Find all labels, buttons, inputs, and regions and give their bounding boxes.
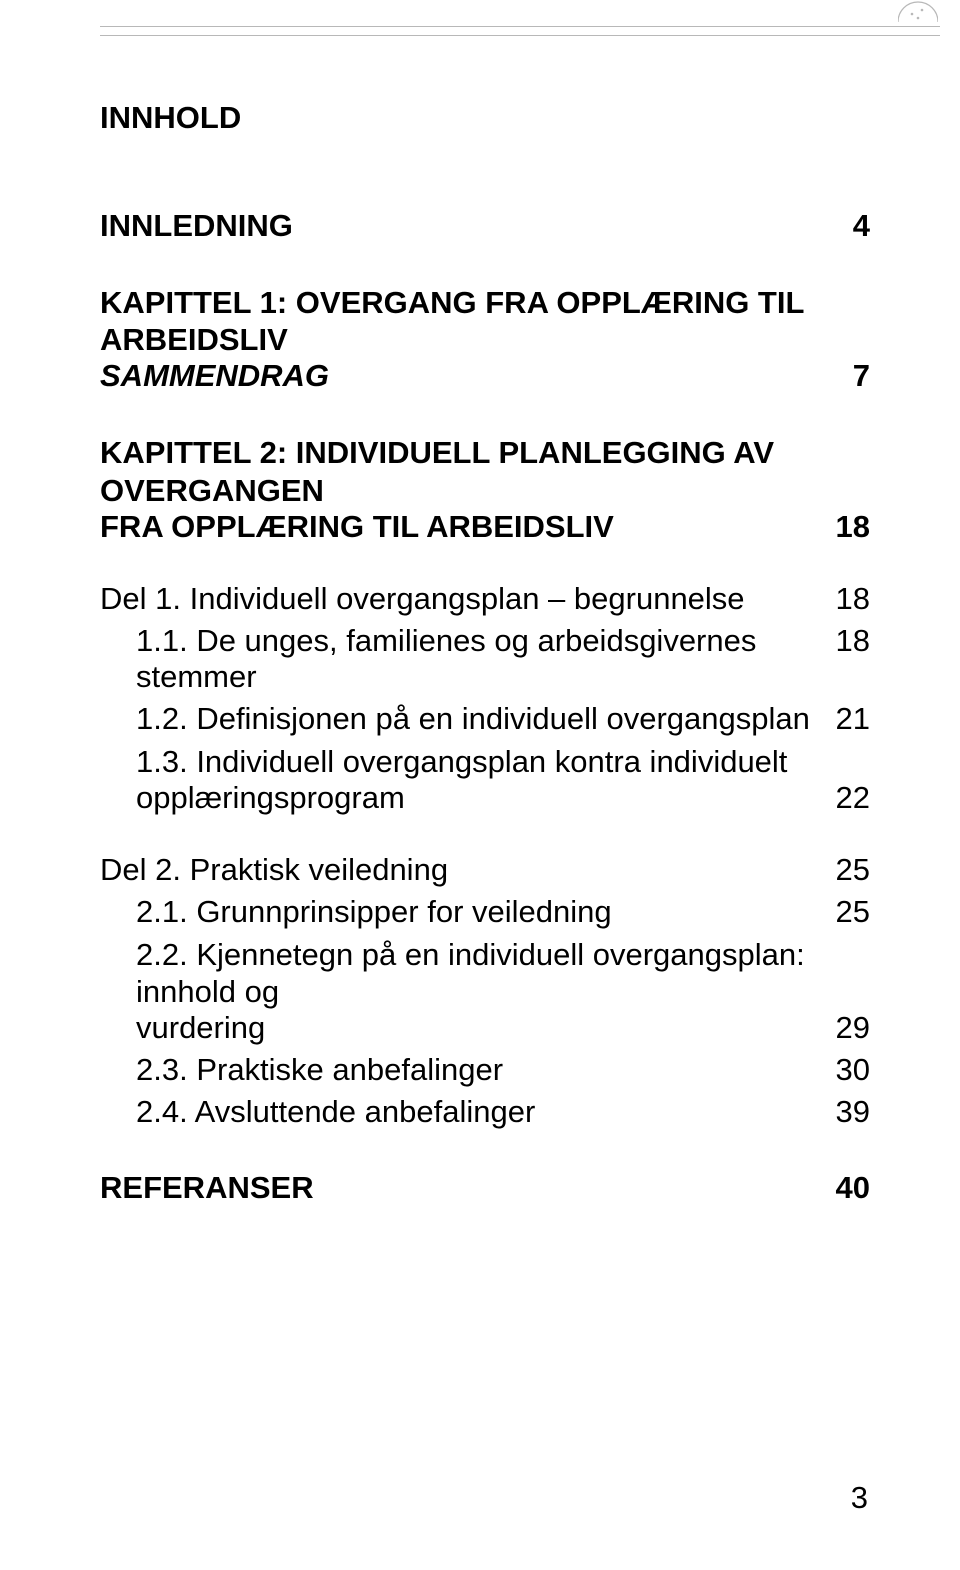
toc-page: 21 xyxy=(820,701,870,737)
toc-label-line2: vurdering xyxy=(136,1010,820,1046)
toc-label-line1: 1.3. Individuell overgangsplan kontra in… xyxy=(136,743,870,780)
toc-entry-1-1: 1.1. De unges, familienes og arbeidsgive… xyxy=(100,623,870,695)
toc-entry-2-1: 2.1. Grunnprinsipper for veiledning 25 xyxy=(100,894,870,930)
toc-page: 18 xyxy=(820,509,870,545)
toc-page: 25 xyxy=(820,894,870,930)
toc-label: 1.1. De unges, familienes og arbeidsgive… xyxy=(136,623,820,695)
header-decor-icon xyxy=(898,0,938,24)
toc-entry-del2: Del 2. Praktisk veiledning 25 xyxy=(100,852,870,888)
toc-page: 18 xyxy=(820,623,870,659)
toc-label-line2: SAMMENDRAG xyxy=(100,358,820,394)
toc-label: Del 2. Praktisk veiledning xyxy=(100,852,820,888)
toc-label-line2: FRA OPPLÆRING TIL ARBEIDSLIV xyxy=(100,509,820,545)
toc-entry-referanser: REFERANSER 40 xyxy=(100,1170,870,1206)
toc-entry-kapittel-2: KAPITTEL 2: INDIVIDUELL PLANLEGGING AV O… xyxy=(100,434,870,544)
page-number: 3 xyxy=(851,1480,868,1516)
toc-entry-2-2: 2.2. Kjennetegn på en individuell overga… xyxy=(100,936,870,1046)
toc-page: 39 xyxy=(820,1094,870,1130)
toc-label: 2.3. Praktiske anbefalinger xyxy=(136,1052,820,1088)
toc-label: REFERANSER xyxy=(100,1170,820,1206)
toc-label-line1: KAPITTEL 1: OVERGANG FRA OPPLÆRING TIL A… xyxy=(100,284,870,358)
header-rule-1 xyxy=(100,26,940,27)
toc-page: 22 xyxy=(820,780,870,816)
toc-label: 2.1. Grunnprinsipper for veiledning xyxy=(136,894,820,930)
header-rule-group xyxy=(100,26,940,36)
toc-page: 30 xyxy=(820,1052,870,1088)
toc-page: 18 xyxy=(820,581,870,617)
toc-entry-2-4: 2.4. Avsluttende anbefalinger 39 xyxy=(100,1094,870,1130)
toc-entry-innledning: INNLEDNING 4 xyxy=(100,208,870,244)
toc-entry-1-2: 1.2. Definisjonen på en individuell over… xyxy=(100,701,870,737)
toc-page: 7 xyxy=(820,358,870,394)
toc-page: 29 xyxy=(820,1010,870,1046)
toc-label-line1: KAPITTEL 2: INDIVIDUELL PLANLEGGING AV O… xyxy=(100,434,870,508)
toc-heading: INNHOLD xyxy=(100,100,870,136)
toc-label-line2: opplæringsprogram xyxy=(136,780,820,816)
toc-page: 4 xyxy=(820,208,870,244)
header-rule-2 xyxy=(100,35,940,36)
toc-label: 2.4. Avsluttende anbefalinger xyxy=(136,1094,820,1130)
toc-content: INNHOLD INNLEDNING 4 KAPITTEL 1: OVERGAN… xyxy=(100,100,870,1206)
toc-label-line1: 2.2. Kjennetegn på en individuell overga… xyxy=(136,936,870,1010)
toc-page: 40 xyxy=(820,1170,870,1206)
toc-entry-kapittel-1: KAPITTEL 1: OVERGANG FRA OPPLÆRING TIL A… xyxy=(100,284,870,394)
toc-entry-1-3: 1.3. Individuell overgangsplan kontra in… xyxy=(100,743,870,816)
toc-entry-2-3: 2.3. Praktiske anbefalinger 30 xyxy=(100,1052,870,1088)
toc-entry-del1: Del 1. Individuell overgangsplan – begru… xyxy=(100,581,870,617)
toc-label: 1.2. Definisjonen på en individuell over… xyxy=(136,701,820,737)
toc-label: Del 1. Individuell overgangsplan – begru… xyxy=(100,581,820,617)
toc-page: 25 xyxy=(820,852,870,888)
toc-label: INNLEDNING xyxy=(100,208,820,244)
